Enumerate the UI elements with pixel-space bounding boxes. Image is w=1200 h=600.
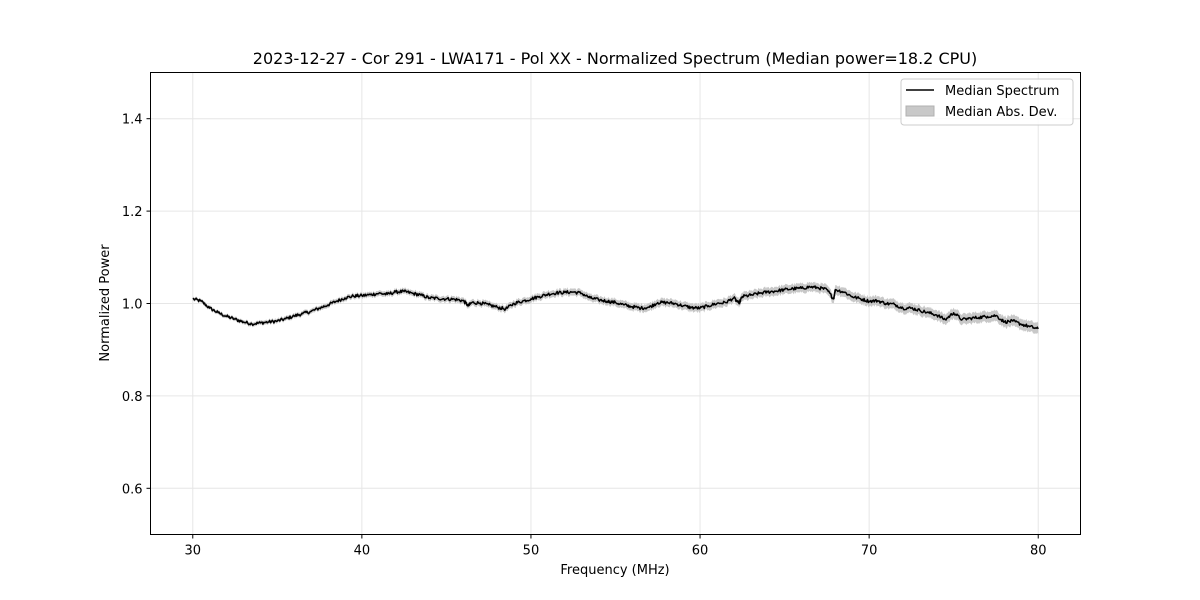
legend-entry-median-spectrum: Median Spectrum (945, 84, 1059, 99)
median-spectrum-line (192, 285, 1039, 330)
x-tick-label: 60 (692, 544, 709, 559)
y-tick-label: 1.2 (122, 205, 143, 220)
x-tick-label: 50 (523, 544, 540, 559)
x-axis-ticks: 30 40 50 60 70 80 (184, 534, 1047, 559)
y-tick-label: 0.8 (122, 390, 143, 405)
x-tick-label: 30 (184, 544, 201, 559)
y-tick-label: 1.4 (122, 113, 143, 128)
x-tick-label: 80 (1030, 544, 1047, 559)
chart-title: 2023-12-27 - Cor 291 - LWA171 - Pol XX -… (253, 49, 977, 68)
legend-box (900, 78, 1074, 126)
y-axis-label: Normalized Power (98, 244, 113, 362)
spectrum-line-layer (192, 285, 1039, 330)
legend: Median Spectrum Median Abs. Dev. (900, 78, 1074, 126)
y-axis-ticks: 0.6 0.8 1.0 1.2 1.4 (122, 113, 151, 497)
legend-entry-median-abs-dev: Median Abs. Dev. (945, 105, 1057, 120)
x-tick-label: 40 (354, 544, 371, 559)
x-tick-label: 70 (861, 544, 878, 559)
y-tick-label: 1.0 (122, 298, 143, 313)
x-axis-label: Frequency (MHz) (560, 563, 669, 578)
legend-band-swatch (905, 105, 935, 117)
y-tick-label: 0.6 (122, 482, 143, 497)
